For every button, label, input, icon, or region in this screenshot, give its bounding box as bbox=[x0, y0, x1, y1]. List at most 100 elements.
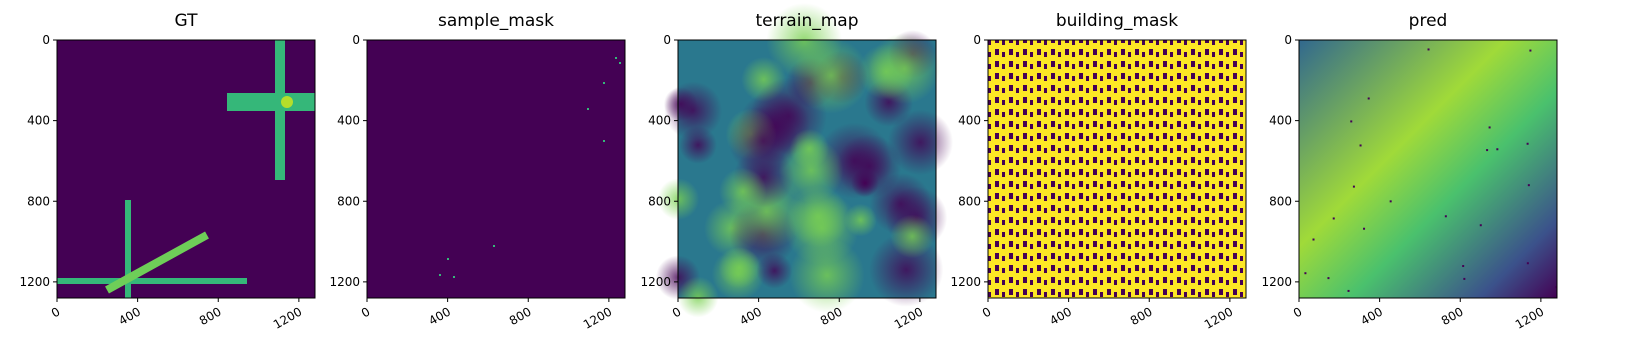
image-dot bbox=[1462, 265, 1465, 268]
image-patch bbox=[125, 200, 131, 298]
image-dot bbox=[1479, 224, 1482, 227]
image-blob bbox=[679, 126, 717, 164]
x-tick-label: 400 bbox=[426, 304, 453, 328]
x-tick-label: 400 bbox=[1047, 304, 1074, 328]
y-tick-label: 0 bbox=[973, 33, 981, 47]
image-blob bbox=[890, 214, 935, 259]
image-dot bbox=[439, 274, 441, 276]
chart-title: pred bbox=[1409, 11, 1448, 31]
axes-frame bbox=[987, 39, 1247, 299]
image-dot bbox=[1526, 262, 1529, 265]
image-bg bbox=[367, 40, 625, 298]
chart-title: sample_mask bbox=[438, 11, 554, 31]
image-dot bbox=[1463, 277, 1466, 280]
image-blob bbox=[766, 2, 843, 79]
y-tick-label: 0 bbox=[663, 33, 671, 47]
y-tick-label: 400 bbox=[1269, 114, 1292, 128]
x-tick-label: 800 bbox=[1128, 304, 1155, 328]
image-dot bbox=[493, 245, 495, 247]
chart-title: terrain_map bbox=[756, 11, 859, 31]
axes-frame bbox=[366, 39, 626, 299]
x-tick-label: 0 bbox=[1291, 304, 1305, 320]
image-patch bbox=[227, 93, 315, 111]
image-dot bbox=[453, 276, 455, 278]
x-tick-label: 400 bbox=[116, 304, 143, 328]
image-dot bbox=[603, 140, 605, 142]
image-patch bbox=[275, 40, 285, 180]
image-dot bbox=[1363, 227, 1366, 230]
image-blob bbox=[719, 167, 767, 216]
y-tick-label: 1200 bbox=[640, 275, 671, 289]
chart-title: GT bbox=[175, 11, 199, 31]
x-tick-label: 1200 bbox=[581, 304, 614, 331]
x-tick-label: 1200 bbox=[271, 304, 304, 331]
x-tick-label: 1200 bbox=[892, 304, 925, 331]
image-dot bbox=[1304, 272, 1307, 275]
axes-frame bbox=[1298, 39, 1558, 299]
image-dot bbox=[1350, 120, 1353, 123]
image-dot bbox=[1486, 149, 1489, 152]
image-blob bbox=[756, 252, 793, 289]
image-bg bbox=[988, 40, 1246, 298]
y-tick-label: 800 bbox=[27, 194, 50, 208]
x-tick-label: 1200 bbox=[1513, 304, 1546, 331]
image-dot bbox=[587, 108, 589, 110]
image-dot bbox=[1389, 200, 1392, 203]
image-dot bbox=[1529, 49, 1532, 52]
image-dot bbox=[1332, 217, 1335, 220]
y-tick-label: 800 bbox=[1269, 194, 1292, 208]
image-dot bbox=[1427, 48, 1430, 51]
image-dot bbox=[1527, 184, 1530, 187]
image-dot bbox=[1496, 148, 1499, 151]
axes-frame bbox=[56, 39, 316, 299]
x-tick-label: 0 bbox=[980, 304, 994, 320]
axes-frame bbox=[677, 39, 937, 299]
image-dot bbox=[1526, 142, 1529, 145]
image-dot bbox=[619, 62, 621, 64]
y-tick-label: 400 bbox=[958, 114, 981, 128]
x-tick-label: 0 bbox=[49, 304, 63, 320]
image-dot bbox=[1555, 286, 1558, 289]
y-tick-label: 800 bbox=[648, 194, 671, 208]
image-patch bbox=[57, 278, 247, 284]
image-dot bbox=[447, 258, 449, 260]
image-blob bbox=[851, 169, 879, 197]
x-tick-label: 400 bbox=[1358, 304, 1385, 328]
image-patch bbox=[281, 96, 293, 108]
y-tick-label: 800 bbox=[958, 194, 981, 208]
y-tick-label: 800 bbox=[337, 194, 360, 208]
image-dot bbox=[1367, 97, 1370, 100]
image-dot bbox=[1327, 277, 1330, 280]
y-tick-label: 1200 bbox=[19, 275, 50, 289]
image-dot bbox=[1352, 185, 1355, 188]
y-tick-label: 1200 bbox=[329, 275, 360, 289]
image-blob bbox=[677, 276, 719, 318]
image-dot bbox=[603, 82, 605, 84]
image-dot bbox=[1359, 144, 1362, 147]
y-tick-label: 0 bbox=[42, 33, 50, 47]
image-patch bbox=[105, 231, 209, 294]
chart-title: building_mask bbox=[1056, 11, 1178, 31]
x-tick-label: 1200 bbox=[1202, 304, 1235, 331]
image-blob bbox=[663, 87, 698, 121]
y-tick-label: 400 bbox=[337, 114, 360, 128]
x-tick-label: 800 bbox=[507, 304, 534, 328]
y-tick-label: 400 bbox=[27, 114, 50, 128]
image-blob bbox=[887, 109, 954, 176]
image-blob bbox=[728, 106, 799, 176]
x-tick-label: 800 bbox=[1439, 304, 1466, 328]
y-tick-label: 0 bbox=[1284, 33, 1292, 47]
image-dot bbox=[615, 57, 617, 59]
image-dot bbox=[1347, 289, 1350, 292]
image-bg bbox=[1299, 40, 1557, 298]
image-blob bbox=[718, 246, 761, 289]
x-tick-label: 800 bbox=[197, 304, 224, 328]
image-bg bbox=[57, 40, 315, 298]
y-tick-label: 1200 bbox=[950, 275, 981, 289]
image-dot bbox=[1444, 215, 1447, 218]
image-dot bbox=[1488, 126, 1491, 129]
y-tick-label: 400 bbox=[648, 114, 671, 128]
image-dot bbox=[1312, 238, 1315, 241]
image-dot bbox=[1553, 296, 1556, 299]
